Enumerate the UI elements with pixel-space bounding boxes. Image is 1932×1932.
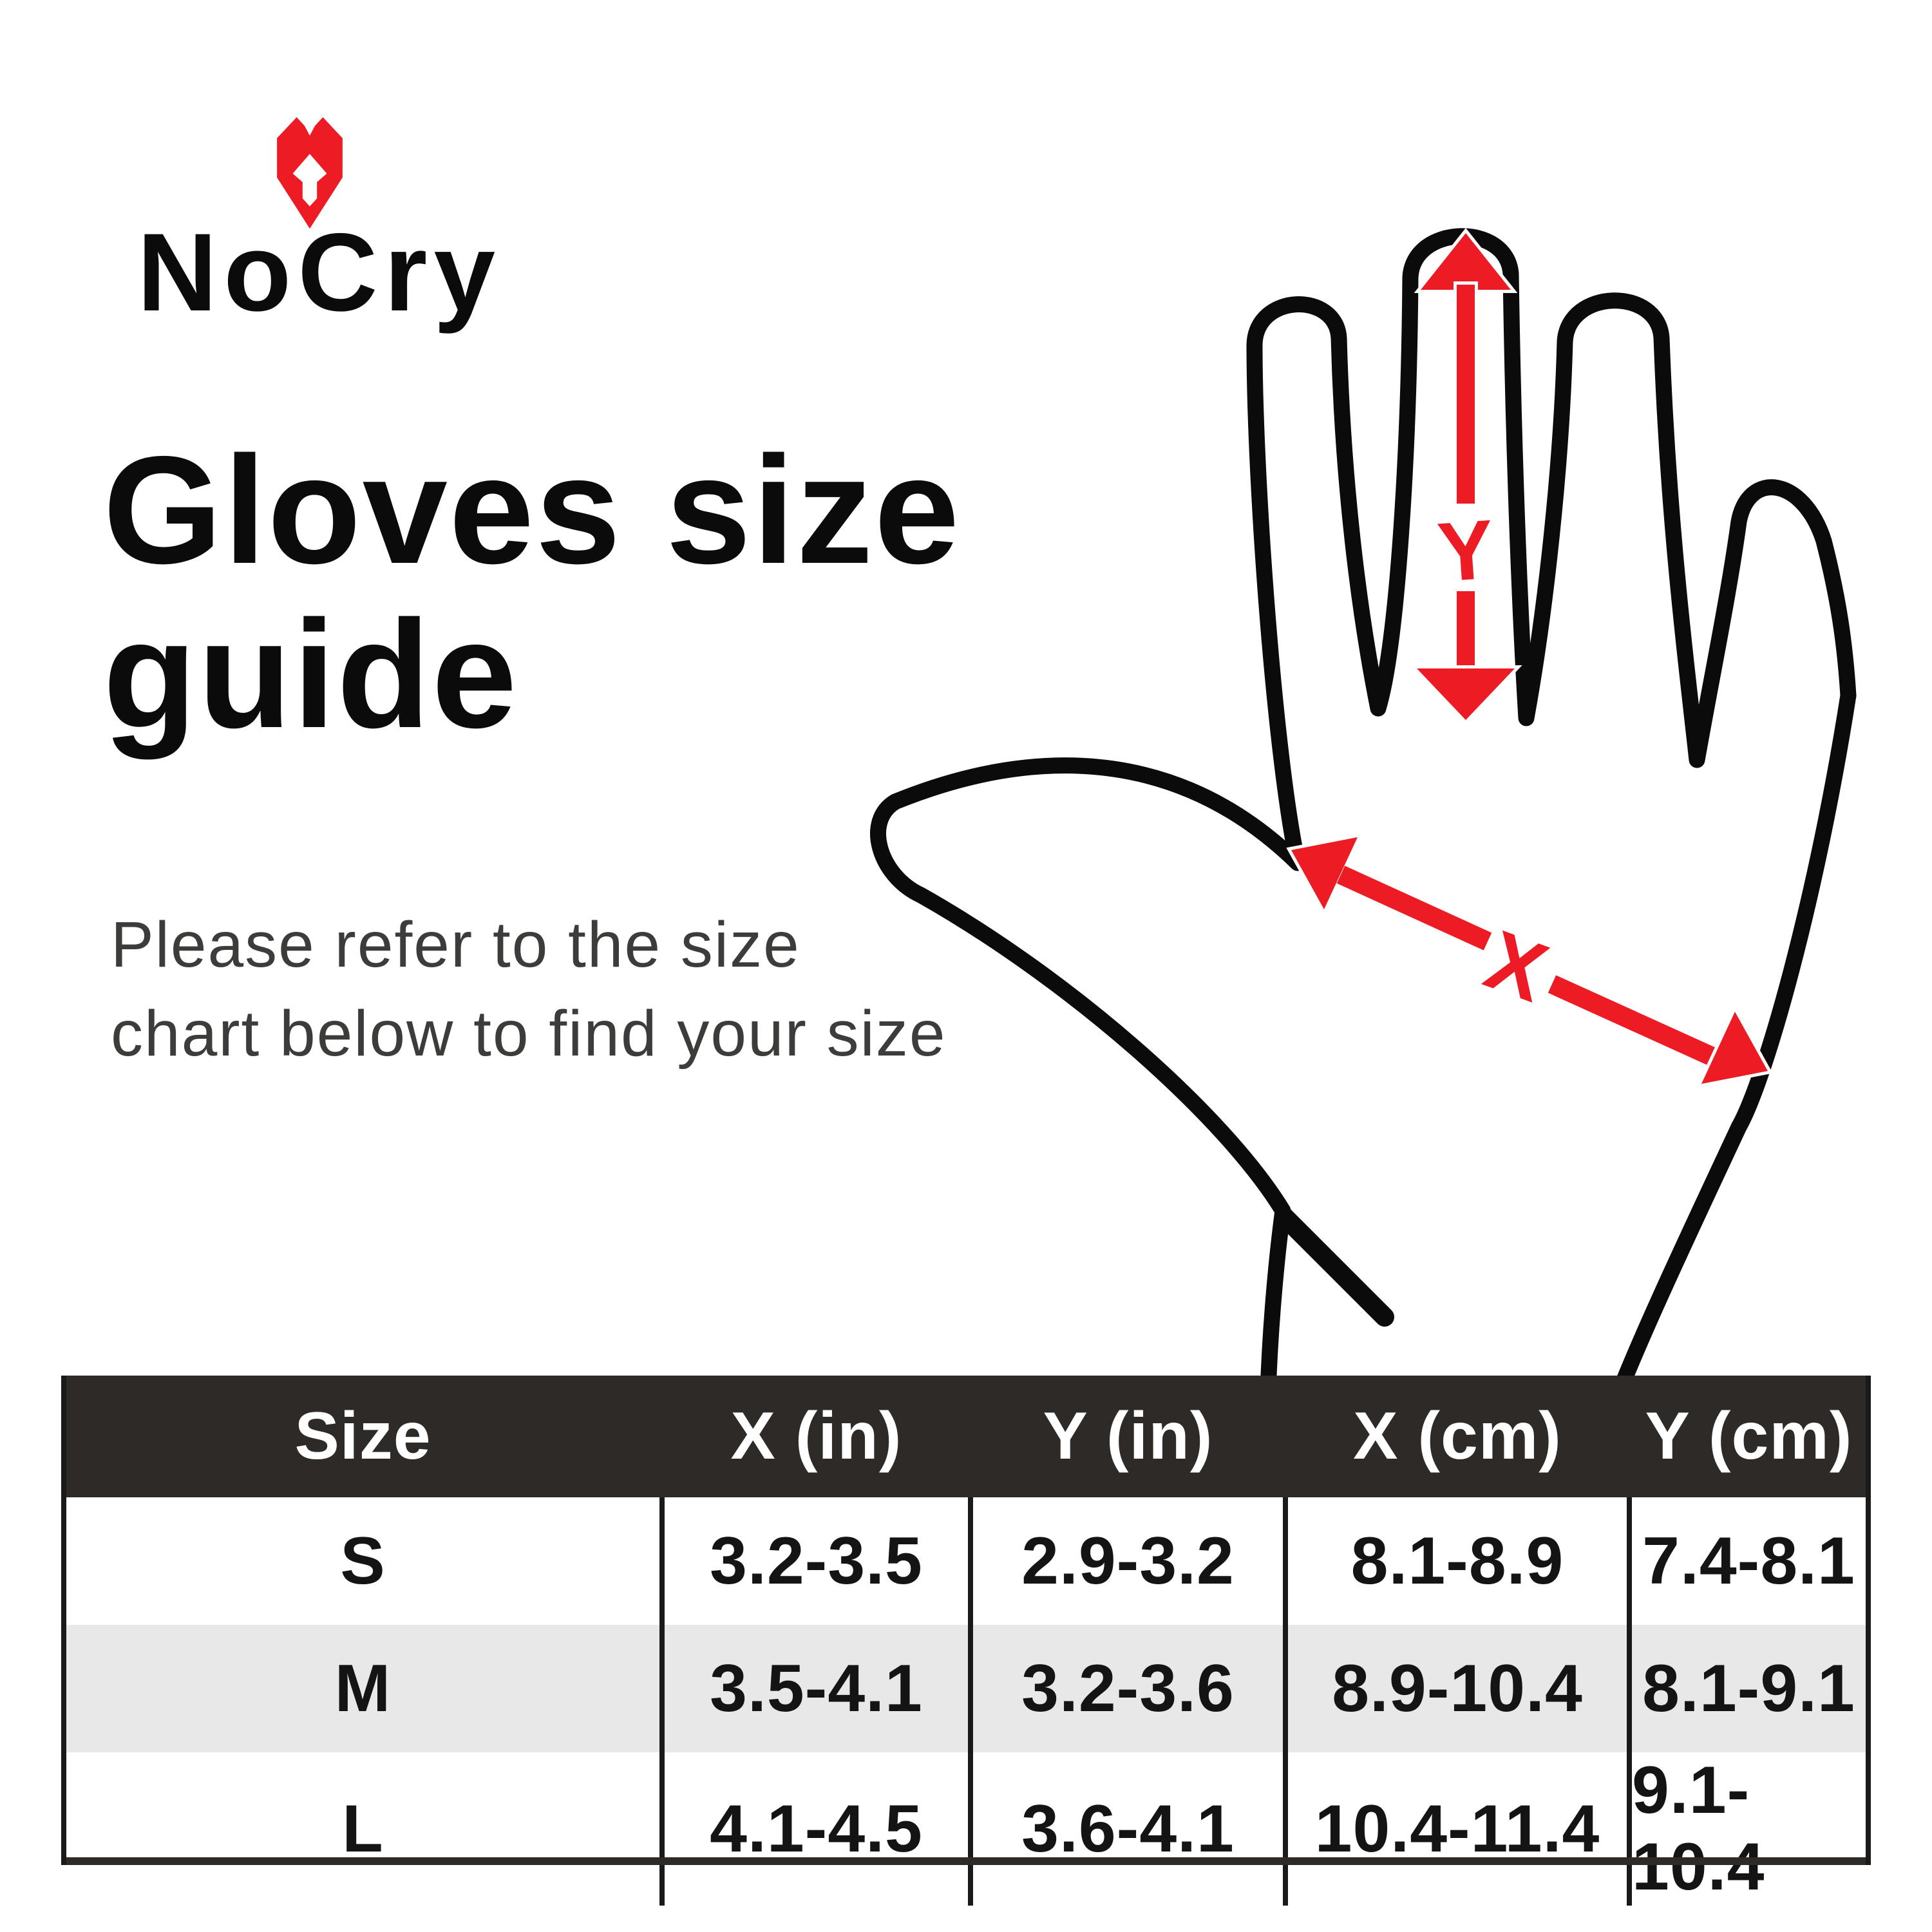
page-title-line1: Gloves size — [103, 425, 961, 596]
column-header-y-in: Y (in) — [1043, 1399, 1213, 1473]
cell-y-in: 3.2-3.6 — [968, 1625, 1283, 1752]
subtitle-line2: chart below to find your size — [111, 998, 947, 1070]
arrowhead-down — [1409, 665, 1522, 725]
cell-x-cm: 10.4-11.4 — [1283, 1752, 1627, 1906]
size-table: Size X (in) Y (in) X (cm) Y (cm) S 3.2-3… — [61, 1376, 1871, 1906]
subtitle-text: Please refer to the size chart below to … — [111, 900, 947, 1078]
column-header-y-cm: Y (cm) — [1645, 1399, 1853, 1473]
x-arrow-right-stem — [1548, 975, 1723, 1068]
hand-measurement-diagram: Y : X — [870, 227, 1857, 1417]
cell-x-cm: 8.1-8.9 — [1283, 1497, 1627, 1625]
cell-x-in: 3.5-4.1 — [659, 1625, 968, 1752]
cell-size: S — [340, 1523, 386, 1598]
cell-y-cm: 9.1-10.4 — [1627, 1752, 1866, 1906]
hand-outline-illustration — [870, 228, 1857, 1417]
table-row-s: S 3.2-3.5 2.9-3.2 8.1-8.9 7.4-8.1 — [66, 1497, 1866, 1625]
arrowhead-right — [1696, 1004, 1773, 1088]
cell-y-in: 3.6-4.1 — [968, 1752, 1283, 1906]
cell-y-cm: 8.1-9.1 — [1627, 1625, 1866, 1752]
column-header-x-in: X (in) — [730, 1399, 902, 1473]
cell-size: L — [342, 1791, 384, 1866]
x-measurement-arrow: : X — [1286, 833, 1773, 1088]
size-table-header: Size X (in) Y (in) X (cm) Y (cm) — [66, 1376, 1866, 1497]
table-row-m: M 3.5-4.1 3.2-3.6 8.9-10.4 8.1-9.1 — [66, 1625, 1866, 1752]
cell-x-in: 3.2-3.5 — [659, 1497, 968, 1625]
y-arrow-lower-stem — [1454, 588, 1478, 672]
x-arrow-left-stem — [1336, 866, 1492, 951]
page-title: Gloves size guide — [103, 428, 961, 757]
y-measurement-label: Y — [1435, 502, 1497, 600]
cell-y-in: 2.9-3.2 — [968, 1497, 1283, 1625]
cell-x-in: 4.1-4.5 — [659, 1752, 968, 1906]
arrowhead-left — [1286, 833, 1363, 917]
cell-y-cm: 7.4-8.1 — [1627, 1497, 1866, 1625]
nocry-logo-text: NoCry — [137, 211, 502, 334]
table-bottom-border — [66, 1857, 1866, 1865]
table-row-l: L 4.1-4.5 3.6-4.1 10.4-11.4 9.1-10.4 — [66, 1752, 1866, 1906]
shield-inner-cutout — [292, 153, 327, 207]
column-header-x-cm: X (cm) — [1353, 1399, 1562, 1473]
cell-x-cm: 8.9-10.4 — [1283, 1625, 1627, 1752]
cell-size: M — [334, 1651, 392, 1726]
column-header-size: Size — [294, 1399, 431, 1473]
page-title-line2: guide — [103, 589, 518, 760]
nocry-shield-icon — [277, 117, 343, 229]
wrist-crease-line — [1275, 1208, 1394, 1327]
y-arrow-upper-stem — [1454, 281, 1478, 507]
subtitle-line1: Please refer to the size — [111, 909, 800, 981]
y-measurement-arrow: Y — [1409, 227, 1522, 725]
